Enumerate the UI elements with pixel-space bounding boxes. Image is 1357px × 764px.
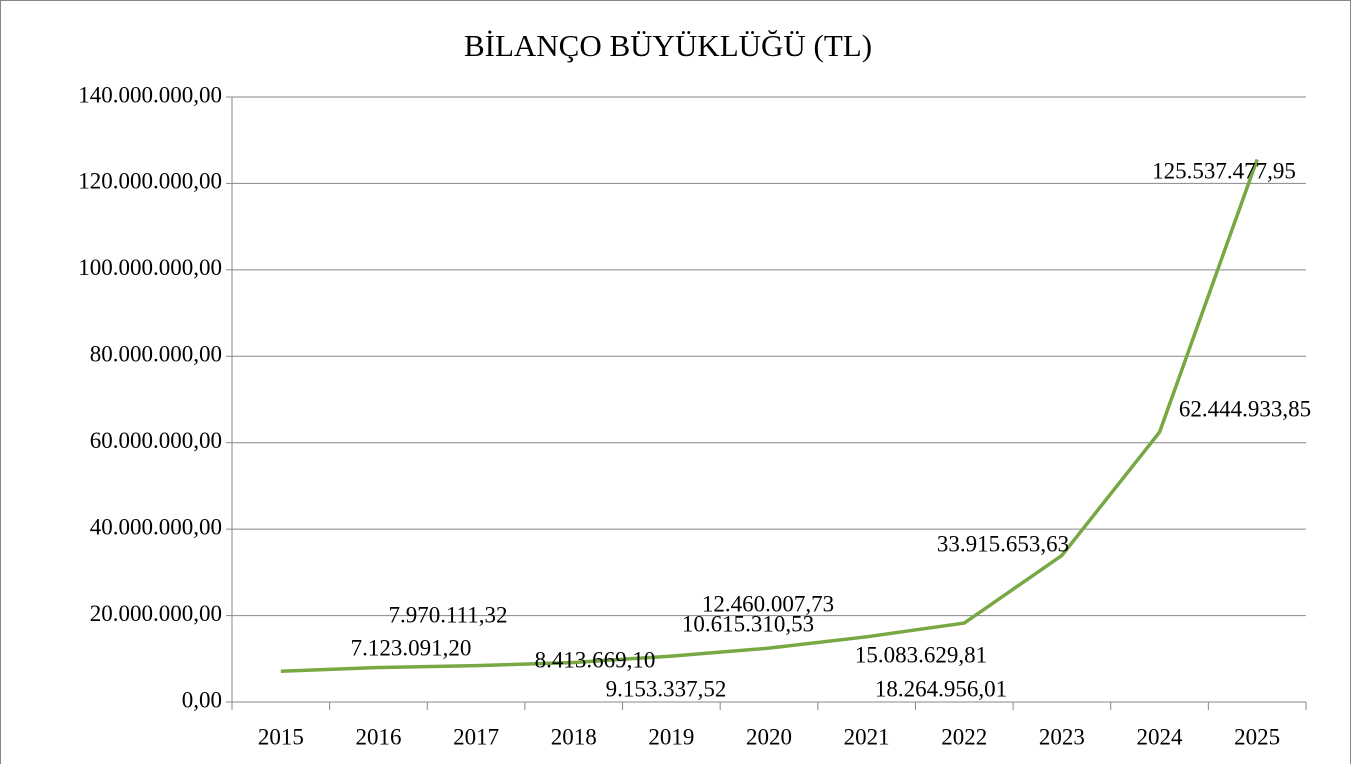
data-label: 62.444.933,85 — [1179, 396, 1311, 421]
y-tick-label: 20.000.000,00 — [90, 601, 222, 626]
data-label: 7.970.111,32 — [388, 602, 507, 627]
x-tick-label: 2017 — [453, 724, 499, 749]
data-line — [280, 158, 1259, 673]
chart-title: BİLANÇO BÜYÜKLÜĞÜ (TL) — [464, 28, 872, 63]
x-tick-label: 2021 — [844, 724, 890, 749]
data-label: 8.413.669,10 — [535, 647, 656, 672]
x-tick-label: 2023 — [1039, 724, 1085, 749]
data-label: 18.264.956,01 — [875, 676, 1007, 701]
x-tick-label: 2019 — [648, 724, 694, 749]
x-tick-label: 2022 — [941, 724, 987, 749]
data-label: 7.123.091,20 — [351, 635, 472, 660]
x-tick-label: 2018 — [551, 724, 597, 749]
x-tick-label: 2016 — [355, 724, 401, 749]
y-tick-label: 60.000.000,00 — [90, 428, 222, 453]
y-tick-label: 80.000.000,00 — [90, 342, 222, 367]
x-tick-label: 2020 — [746, 724, 792, 749]
data-label: 10.615.310,53 — [682, 611, 814, 636]
y-tick-label: 40.000.000,00 — [90, 514, 222, 539]
x-tick-label: 2015 — [258, 724, 304, 749]
data-label: 33.915.653,63 — [937, 531, 1069, 556]
x-tick-label: 2025 — [1234, 724, 1280, 749]
data-label: 12.460.007,73 — [702, 591, 834, 616]
y-tick-label: 140.000.000,00 — [78, 82, 222, 107]
y-tick-label: 0,00 — [182, 687, 222, 712]
data-label: 15.083.629,81 — [855, 642, 987, 667]
y-tick-label: 120.000.000,00 — [78, 169, 222, 194]
data-label: 9.153.337,52 — [606, 676, 727, 701]
data-label: 125.537.477,95 — [1152, 158, 1296, 183]
y-tick-label: 100.000.000,00 — [78, 255, 222, 280]
x-tick-label: 2024 — [1137, 724, 1184, 749]
